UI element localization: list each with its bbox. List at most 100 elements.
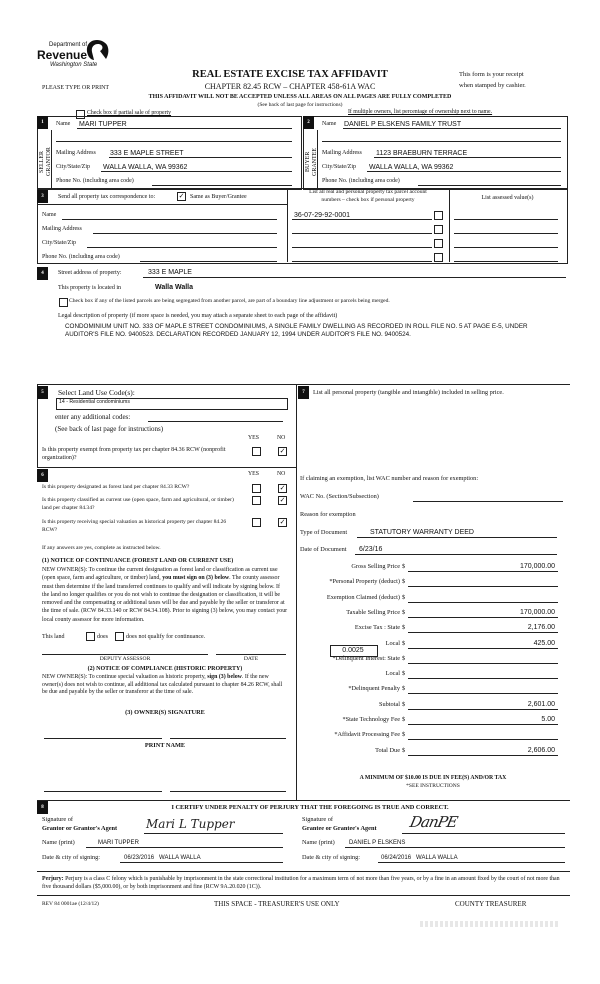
notice1-text-b: . The county assessor must then determin…: [42, 575, 288, 623]
personal-property-checkbox[interactable]: [434, 211, 443, 220]
wac-field[interactable]: [413, 501, 563, 502]
tax-row-label: Local: [385, 639, 400, 647]
print-name-field[interactable]: [170, 791, 286, 792]
tax-row-value[interactable]: 425.00: [533, 639, 555, 647]
tax-row-label: Total Due: [375, 746, 400, 754]
assessed-value-field[interactable]: [454, 233, 558, 234]
deputy-assessor-signature[interactable]: [42, 654, 208, 655]
current-use-no-checkbox[interactable]: ✓: [278, 496, 287, 505]
assessor-date-field[interactable]: [216, 654, 286, 655]
seller-side-label: SELLER GRANTOR: [39, 147, 52, 177]
tax-row-value[interactable]: 2,606.00: [527, 746, 555, 754]
parcel-number-field[interactable]: 36-07-29-92-0001: [294, 212, 351, 219]
parcel-number-field[interactable]: [292, 247, 432, 248]
notice1-text: NEW OWNER(S): To continue the current de…: [42, 566, 288, 624]
corr-mailing-label: Mailing Address: [42, 226, 82, 232]
tax-row-value[interactable]: 170,000.00: [519, 608, 555, 616]
buyer-name-field[interactable]: DANIEL P ELSKENS FAMILY TRUST: [344, 121, 462, 128]
historical-yes-checkbox[interactable]: [252, 518, 261, 527]
print-name-field[interactable]: [44, 791, 162, 792]
grantee-signature-field[interactable]: DanPE: [408, 813, 459, 831]
buyer-city-field[interactable]: WALLA WALLA, WA 99362: [369, 164, 454, 171]
corr-name-field[interactable]: [62, 219, 277, 220]
grantee-name-field[interactable]: DANIEL P ELSKENS: [349, 840, 406, 846]
buyer-mailing-label: Mailing Address: [322, 150, 362, 156]
buyer-name-label: Name: [322, 121, 337, 127]
underline: [292, 219, 432, 220]
historical-no-checkbox[interactable]: ✓: [278, 518, 287, 527]
partial-sale-checkbox[interactable]: [76, 110, 85, 119]
doc-date-field[interactable]: 6/23/16: [359, 546, 383, 553]
see-instructions-note: *SEE INSTRUCTIONS: [406, 783, 460, 789]
doc-type-field[interactable]: STATUTORY WARRANTY DEED: [370, 529, 474, 536]
divider: [37, 384, 570, 385]
tax-row-value[interactable]: 5.00: [541, 716, 555, 723]
does-not-qualify-checkbox[interactable]: [115, 632, 124, 641]
currency-symbol: $: [402, 563, 406, 570]
owner-signature-field[interactable]: [170, 738, 286, 739]
local-rate-box[interactable]: [330, 645, 378, 657]
divider: [287, 188, 288, 262]
underline: [143, 277, 566, 278]
located-field[interactable]: Walla Walla: [155, 284, 193, 291]
exempt-no-checkbox[interactable]: ✓: [278, 447, 287, 456]
parcel-number-field[interactable]: [292, 261, 432, 262]
county-treasurer-label: COUNTY TREASURER: [455, 900, 527, 908]
same-as-buyer-checkbox[interactable]: ✓: [177, 192, 186, 201]
underline: [408, 601, 558, 603]
notice1-title: (1) NOTICE OF CONTINUANCE (FOREST LAND O…: [42, 558, 234, 564]
seller-name-field[interactable]: MARI TUPPER: [79, 121, 127, 128]
seller-city-field[interactable]: WALLA WALLA, WA 99362: [103, 164, 188, 171]
grantor-date-field[interactable]: 06/23/2016 WALLA WALLA: [124, 855, 201, 861]
personal-property-checkbox[interactable]: [434, 239, 443, 248]
divider: [317, 130, 318, 188]
underline: [408, 678, 558, 680]
currency-symbol: $: [402, 731, 406, 739]
forest-no-checkbox[interactable]: ✓: [278, 484, 287, 493]
currency-symbol: $: [402, 685, 406, 693]
personal-property-checkbox[interactable]: [434, 253, 443, 262]
underline: [408, 616, 558, 618]
corr-city-field[interactable]: [87, 247, 277, 248]
forest-yes-checkbox[interactable]: [252, 484, 261, 493]
owner-signature-field[interactable]: [44, 738, 162, 739]
seller-phone-field[interactable]: [152, 185, 292, 186]
tax-row-value[interactable]: 170,000.00: [519, 563, 555, 570]
underline: [109, 157, 292, 158]
personal-property-checkbox[interactable]: [434, 225, 443, 234]
tax-row-label: *Delinquent Penalty: [348, 685, 400, 693]
additional-codes-field[interactable]: [148, 421, 283, 422]
currency-symbol: $: [402, 578, 406, 586]
street-label: Street address of property:: [58, 270, 122, 276]
tax-row-label: *State Technology Fee: [342, 716, 400, 723]
legal-description-field[interactable]: CONDOMINIUM UNIT NO. 333 OF MAPLE STREET…: [65, 323, 528, 338]
underline: [408, 662, 558, 664]
corr-mailing-field[interactable]: [93, 233, 277, 234]
segregated-checkbox[interactable]: [59, 298, 68, 307]
tax-row-value[interactable]: 2,176.00: [527, 624, 555, 632]
underline: [408, 632, 558, 634]
current-use-yes-checkbox[interactable]: [252, 496, 261, 505]
seller-mailing-field[interactable]: 333 E MAPLE STREET: [110, 150, 184, 157]
does-qualify-checkbox[interactable]: [86, 632, 95, 641]
grantee-date-field[interactable]: 06/24/2016 WALLA WALLA: [381, 855, 458, 861]
seller-city-label: City/State/Zip: [56, 164, 90, 170]
land-use-code-select[interactable]: [56, 398, 288, 410]
assessed-value-field[interactable]: [454, 247, 558, 248]
tax-row-value[interactable]: 2,601.00: [527, 700, 555, 708]
located-label: This property is located in: [58, 285, 121, 291]
parcel-number-field[interactable]: [292, 233, 432, 234]
exemption-label: If claiming an exemption, list WAC numbe…: [300, 475, 479, 482]
buyer-phone-field[interactable]: [418, 185, 561, 186]
tax-row-label: Excise Tax : State: [354, 624, 400, 632]
grantor-signature-field[interactable]: Mari L Tupper: [146, 817, 235, 831]
street-field[interactable]: 333 E MAPLE: [148, 269, 192, 276]
does-label: does: [97, 634, 108, 640]
underline: [357, 537, 557, 538]
assessed-value-field[interactable]: [454, 261, 558, 262]
corr-phone-field[interactable]: [140, 261, 277, 262]
exempt-yes-checkbox[interactable]: [252, 447, 261, 456]
assessed-value-field[interactable]: [454, 219, 558, 220]
buyer-mailing-field[interactable]: 1123 BRAEBURN TERRACE: [376, 150, 468, 157]
grantor-name-field[interactable]: MARI TUPPER: [98, 840, 139, 846]
